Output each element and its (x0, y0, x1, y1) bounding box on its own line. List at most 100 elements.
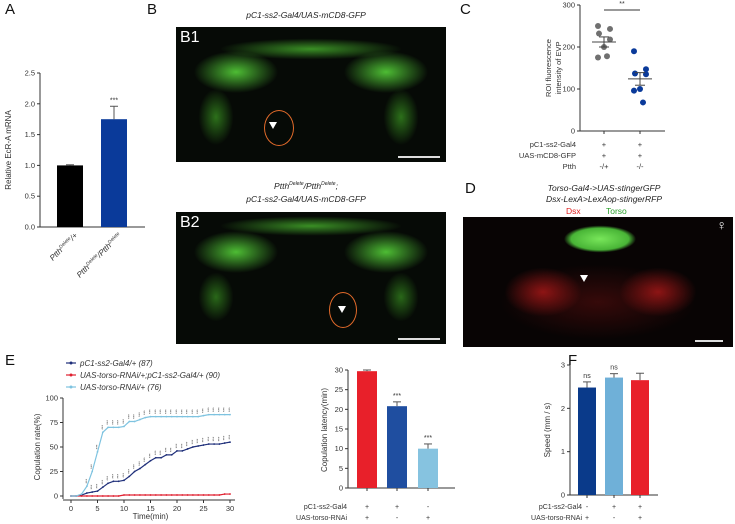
series-point (107, 482, 109, 485)
panel-label-f: F (568, 352, 578, 369)
significance-marker: *** (95, 483, 100, 488)
genotype-value: + (602, 140, 607, 149)
series-point (144, 494, 147, 496)
series-point (86, 495, 88, 497)
genotype-value: - (586, 504, 589, 511)
genotype-value: + (426, 515, 430, 522)
x-tick-label: 0 (69, 504, 73, 513)
significance-label: ** (619, 1, 625, 8)
significance-marker: *** (227, 434, 232, 439)
significance-marker: *** (222, 435, 227, 440)
panel-label-c: C (460, 1, 471, 18)
series-point (186, 494, 189, 496)
significance-marker: *** (201, 408, 206, 413)
series-point (154, 456, 157, 459)
bar (357, 371, 377, 488)
b2-microscopy-image: B2 (176, 212, 446, 344)
significance-marker: *** (105, 420, 110, 425)
significance-marker: *** (195, 409, 200, 414)
series-point (197, 415, 200, 418)
significance-marker: *** (158, 450, 163, 455)
series-point (229, 413, 231, 416)
b2-title-text: ; (335, 181, 338, 191)
y-tick-label: 1 (561, 447, 565, 456)
y-tick-label: 0 (54, 492, 58, 501)
bar (631, 380, 649, 495)
significance-marker: *** (227, 407, 232, 412)
data-point (607, 36, 613, 43)
y-tick-label: 5 (339, 464, 343, 473)
y-tick-label: 100 (562, 85, 575, 94)
y-axis-label: ROI fluorescence (544, 39, 553, 97)
series-point (229, 441, 231, 443)
series-point (91, 470, 94, 473)
series-point (170, 453, 173, 456)
series-point (223, 413, 226, 416)
genotype-row-label: UAS-mCD8-GFP (519, 151, 576, 160)
series-point (207, 413, 210, 416)
panel-label-b: B (147, 1, 158, 18)
panel-label-e: E (5, 352, 16, 369)
series-point (181, 415, 184, 418)
b1-panel-id: B1 (180, 29, 200, 46)
series-point (101, 431, 104, 434)
bar (387, 406, 407, 488)
significance-marker: *** (116, 474, 121, 479)
significance-marker: *** (190, 409, 195, 414)
series-point (75, 495, 78, 497)
data-point (631, 87, 637, 94)
data-point (595, 54, 601, 61)
genotype-value: + (638, 504, 642, 511)
panel-label-d: D (465, 180, 476, 197)
bar (101, 119, 127, 227)
y-tick-label: 0 (571, 127, 575, 136)
y-tick-label: 200 (562, 43, 575, 52)
significance-marker: *** (169, 447, 174, 452)
series-point (96, 490, 99, 492)
series-point (133, 420, 136, 423)
series-point (181, 450, 184, 452)
x-tick-label: 10 (120, 504, 128, 513)
series-point (96, 495, 99, 497)
series-point (197, 445, 200, 447)
y-tick-label: 3 (561, 361, 565, 370)
series-point (223, 493, 226, 495)
genotype-value: + (585, 515, 589, 522)
series-point (218, 443, 221, 445)
genotype-value: + (365, 504, 369, 511)
series-point (192, 415, 194, 418)
x-category-label: PtthDelete/PtthDelete (75, 231, 124, 280)
series-point (149, 415, 152, 418)
series-point (96, 451, 99, 453)
series-point (186, 415, 189, 418)
series-point (80, 495, 83, 497)
genotype-value: - (427, 504, 430, 511)
y-tick-label: 75 (50, 418, 58, 427)
y-tick-label: 25 (50, 467, 58, 476)
b2-title-line1: PtthDelete/PtthDelete; (274, 181, 338, 191)
arrowhead-icon (338, 306, 346, 313)
series-point (80, 493, 83, 495)
series-point (123, 494, 125, 496)
genotype-value: - (613, 515, 616, 522)
significance-marker: *** (84, 478, 89, 483)
x-tick-label: 25 (199, 504, 207, 513)
significance-marker: *** (142, 457, 147, 462)
category-label-part: Delete (107, 231, 122, 246)
y-tick-label: 10 (335, 444, 343, 453)
significance-marker: *** (89, 484, 94, 489)
significance-label: ns (583, 373, 591, 380)
series-point (86, 485, 88, 488)
data-point (595, 23, 601, 29)
x-tick-label: 15 (146, 504, 154, 513)
series-point (107, 426, 109, 429)
series-point (91, 495, 94, 497)
significance-marker: *** (206, 436, 211, 441)
series-point (213, 413, 216, 416)
d-title-line2: Dsx-LexA>LexAop-stingerRFP (546, 194, 662, 204)
series-point (123, 425, 125, 428)
bar (418, 448, 438, 488)
series-point (176, 415, 178, 418)
significance-marker: *** (190, 439, 195, 444)
